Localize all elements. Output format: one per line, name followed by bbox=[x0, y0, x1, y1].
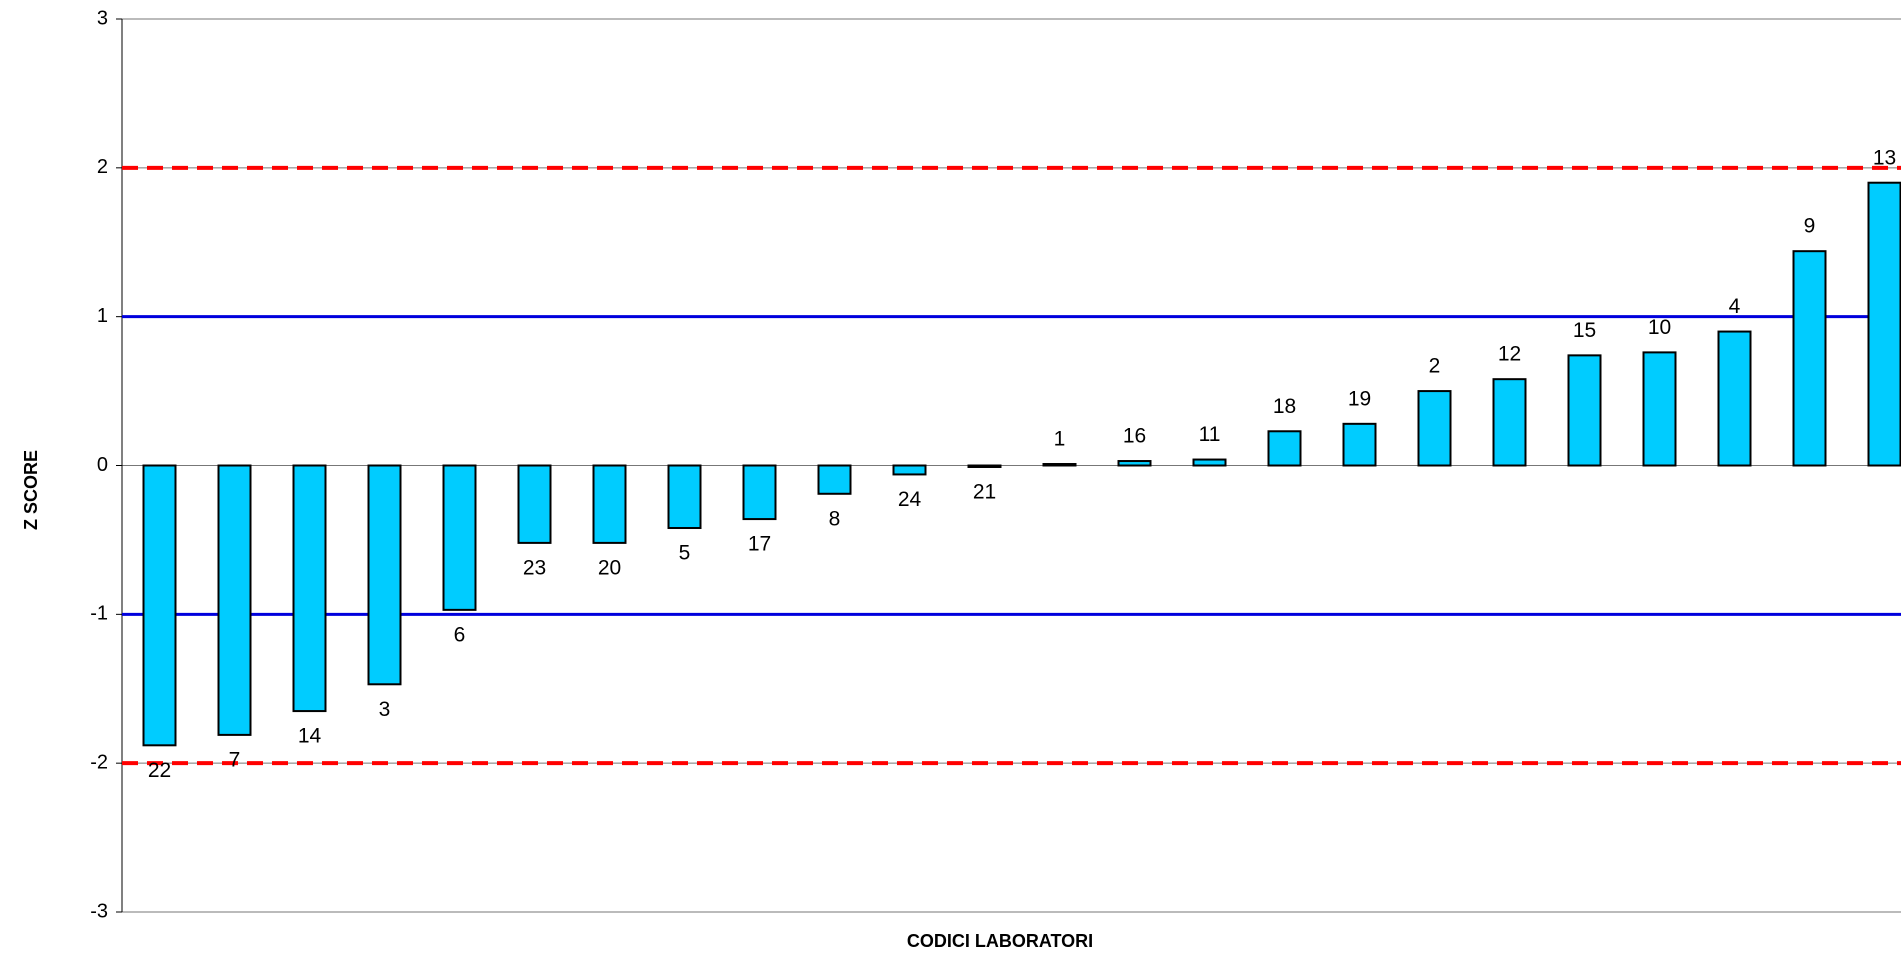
bar bbox=[1492, 378, 1527, 467]
data-label: 12 bbox=[1498, 343, 1521, 366]
data-label: 11 bbox=[1199, 423, 1221, 446]
data-label: 9 bbox=[1804, 215, 1816, 238]
data-label: 23 bbox=[523, 556, 546, 579]
bar bbox=[1717, 330, 1752, 467]
data-label: 2 bbox=[1429, 355, 1441, 378]
data-label: 4 bbox=[1729, 295, 1741, 318]
y-tick-label: -1 bbox=[90, 603, 108, 625]
data-label: 14 bbox=[298, 725, 322, 748]
bar bbox=[967, 464, 1002, 468]
bar bbox=[817, 464, 852, 495]
bar bbox=[1267, 430, 1302, 467]
data-label: 15 bbox=[1573, 319, 1596, 342]
bar bbox=[592, 464, 627, 544]
y-tick-label: 1 bbox=[97, 305, 108, 327]
data-label: 5 bbox=[679, 542, 691, 565]
bar bbox=[1792, 250, 1827, 467]
data-label: 19 bbox=[1348, 387, 1371, 410]
data-label: 18 bbox=[1273, 395, 1296, 418]
data-label: 8 bbox=[829, 507, 841, 530]
bar bbox=[1192, 458, 1227, 467]
bar bbox=[1117, 460, 1152, 467]
y-axis-title: Z SCORE bbox=[21, 450, 41, 530]
bar bbox=[1342, 422, 1377, 467]
bar bbox=[1867, 181, 1901, 467]
y-tick-label: -2 bbox=[90, 751, 108, 773]
x-axis-title: CODICI LABORATORI bbox=[907, 931, 1093, 951]
y-tick-label: 2 bbox=[97, 156, 108, 178]
bar bbox=[1417, 390, 1452, 467]
data-label: 22 bbox=[148, 759, 171, 782]
bar bbox=[292, 464, 327, 713]
data-label: 10 bbox=[1648, 316, 1671, 339]
bar bbox=[142, 464, 177, 747]
data-label: 17 bbox=[748, 533, 771, 556]
y-tick-label: 3 bbox=[97, 7, 108, 29]
data-label: 24 bbox=[898, 488, 922, 511]
bar bbox=[742, 464, 777, 521]
bar bbox=[892, 464, 927, 476]
bar bbox=[1642, 351, 1677, 467]
data-label: 7 bbox=[229, 748, 241, 771]
bar bbox=[442, 464, 477, 611]
bar bbox=[367, 464, 402, 686]
data-label: 13 bbox=[1873, 146, 1896, 169]
data-label: 3 bbox=[379, 698, 391, 721]
data-label: 16 bbox=[1123, 425, 1146, 448]
data-label: 6 bbox=[454, 623, 466, 646]
bar bbox=[217, 464, 252, 736]
y-tick-label: -3 bbox=[90, 900, 108, 922]
data-label: 21 bbox=[973, 481, 996, 504]
data-label: 1 bbox=[1054, 428, 1066, 451]
bar bbox=[667, 464, 702, 530]
bar bbox=[1567, 354, 1602, 467]
y-tick-label: 0 bbox=[97, 454, 108, 476]
bar bbox=[517, 464, 552, 544]
bar bbox=[1042, 463, 1077, 467]
data-label: 20 bbox=[598, 556, 621, 579]
